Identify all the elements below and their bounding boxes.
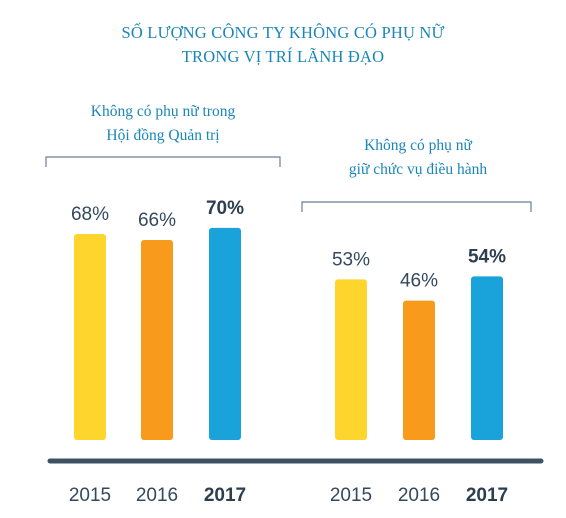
value-label-group-1-2015: 68% bbox=[71, 204, 109, 225]
chart-title-line-1: SỐ LƯỢNG CÔNG TY KHÔNG CÓ PHỤ NỮ bbox=[121, 23, 444, 42]
group-2-label-line-2: giữ chức vụ điều hành bbox=[349, 161, 487, 178]
bar-group-2-2017 bbox=[471, 276, 503, 440]
group-1-label-line-2: Hội đồng Quản trị bbox=[106, 127, 220, 144]
x-tick-label-group-1-2015: 2015 bbox=[69, 485, 111, 506]
chart-title-line-2: TRONG VỊ TRÍ LÃNH ĐẠO bbox=[182, 47, 385, 66]
value-label-group-2-2016: 46% bbox=[400, 271, 438, 292]
x-tick-label-group-1-2017: 2017 bbox=[204, 485, 246, 506]
x-tick-label-group-2-2015: 2015 bbox=[330, 485, 372, 506]
value-label-group-1-2017: 70% bbox=[206, 198, 244, 219]
group-1-bracket bbox=[45, 156, 281, 167]
group-2-label-line-1: Không có phụ nữ bbox=[364, 137, 472, 154]
x-tick-label-group-2-2016: 2016 bbox=[398, 485, 440, 506]
bar-group-1-2016 bbox=[141, 240, 173, 440]
bar-group-1-2015 bbox=[74, 233, 106, 440]
x-tick-label-group-2-2017: 2017 bbox=[466, 485, 508, 506]
group-2-bracket bbox=[301, 201, 532, 212]
bar-group-2-2015 bbox=[335, 279, 367, 440]
value-label-group-1-2016: 66% bbox=[138, 210, 176, 231]
bar-group-2-2016 bbox=[403, 300, 435, 440]
bars-layer: 68% 2015 66% 2016 70% 2017 53% 2015 46% 2016 54% 20… bbox=[69, 198, 508, 506]
value-label-group-2-2017: 54% bbox=[468, 246, 506, 267]
value-label-group-2-2015: 53% bbox=[332, 249, 370, 270]
bar-group-1-2017 bbox=[209, 227, 241, 440]
group-1-label-line-1: Không có phụ nữ trong bbox=[91, 103, 236, 120]
x-tick-label-group-1-2016: 2016 bbox=[136, 485, 178, 506]
